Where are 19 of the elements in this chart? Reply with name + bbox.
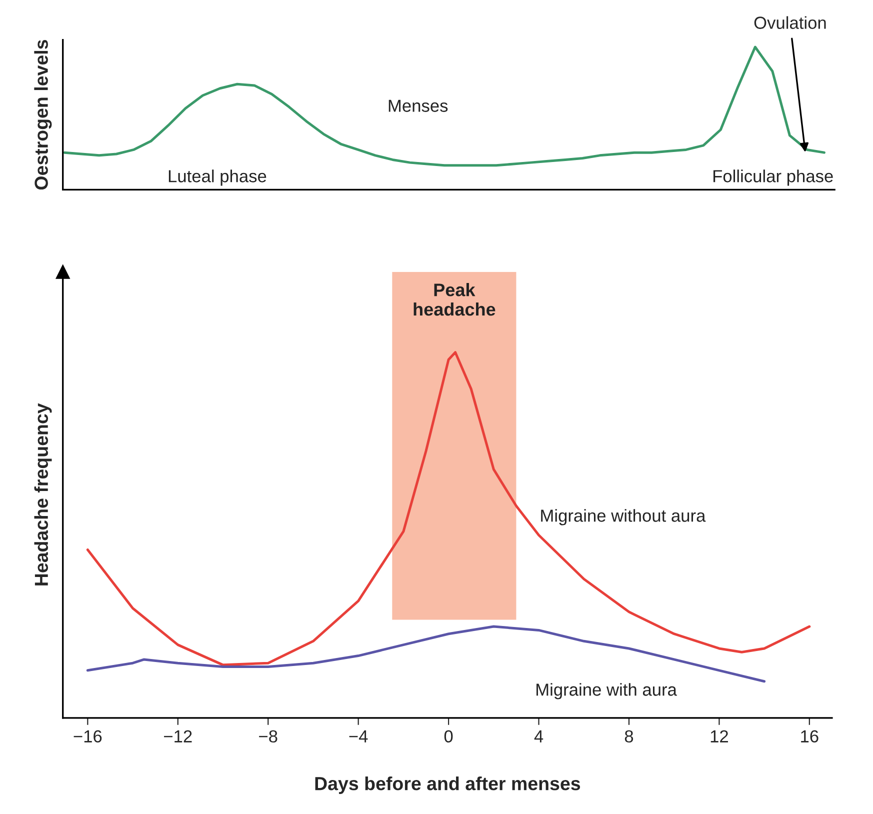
annotation: Luteal phase [168,170,266,186]
series-label: Migraine with aura [536,683,677,700]
x-axis-title: Days before and after menses [315,776,580,794]
annotation: Menses [388,100,448,112]
text: Ovulation [754,16,826,29]
x-tick-label: 16 [801,730,818,743]
x-tick-label: 12 [710,730,728,742]
x-tick-label: 4 [534,730,544,742]
series-label: Migraine without aura [541,509,706,526]
x-tick-label: −8 [259,730,278,743]
x-tick-label: 8 [624,730,634,743]
band-label: Peak headache [414,283,496,316]
x-tick-label: −12 [164,730,192,742]
x-tick-label: −4 [349,730,368,742]
annotation: Follicular phase [713,170,833,186]
x-tick-label: −16 [74,730,102,743]
x-tick-label: 0 [444,730,453,743]
y-axis-title: Oestrogen levels [34,40,52,190]
y-axis-title: Headache frequency [34,403,52,586]
